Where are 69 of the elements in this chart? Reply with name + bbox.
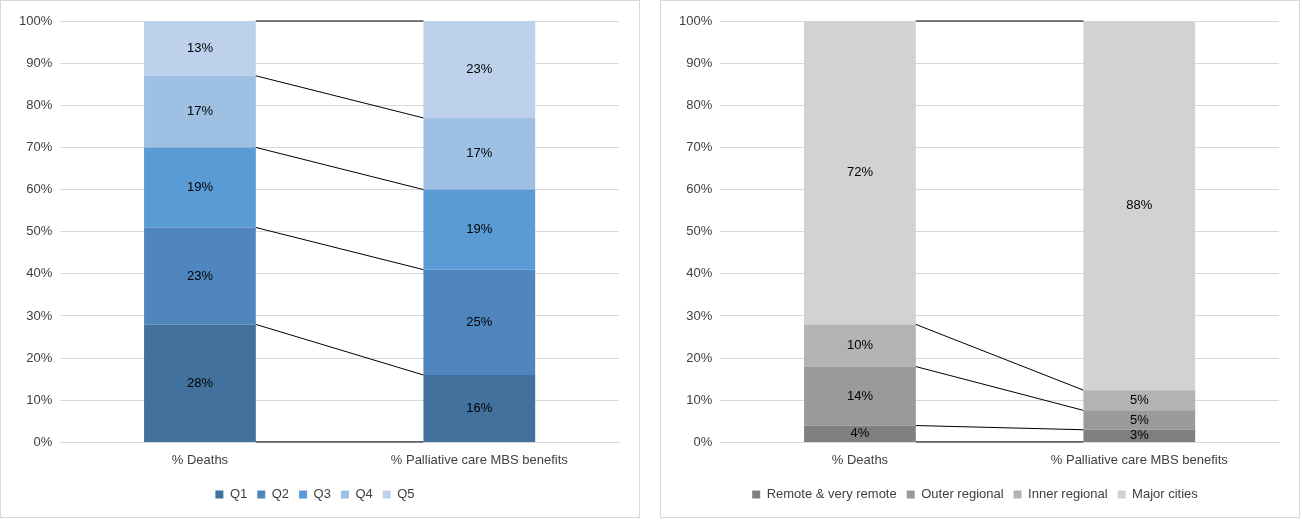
y-tick-label: 100% bbox=[679, 12, 713, 28]
bar bbox=[1083, 429, 1196, 442]
bar bbox=[423, 21, 536, 118]
bar bbox=[423, 269, 536, 375]
data-label: 23% bbox=[186, 267, 214, 283]
y-tick-label: 60% bbox=[686, 181, 713, 197]
x-tick-label: % Deaths bbox=[171, 451, 229, 467]
bar bbox=[423, 189, 536, 270]
data-label: 13% bbox=[186, 39, 214, 55]
data-label: 88% bbox=[1126, 197, 1153, 213]
bar bbox=[423, 374, 536, 442]
bar bbox=[144, 75, 256, 148]
legend-label: Outer regional bbox=[921, 486, 1004, 502]
data-label: 5% bbox=[1129, 411, 1150, 427]
y-tick-label: 40% bbox=[26, 265, 53, 281]
bar bbox=[144, 147, 256, 228]
x-tick-label: % Deaths bbox=[831, 451, 889, 467]
y-tick-label: 30% bbox=[26, 307, 53, 323]
bar bbox=[423, 117, 536, 190]
y-tick-label: 80% bbox=[686, 96, 713, 112]
bar bbox=[1083, 410, 1196, 430]
data-label: 3% bbox=[1129, 427, 1150, 443]
legend-label: Remote & very remote bbox=[766, 486, 897, 502]
y-tick-label: 20% bbox=[686, 349, 713, 365]
y-tick-label: 60% bbox=[26, 181, 53, 197]
y-tick-label: 80% bbox=[26, 96, 53, 112]
y-tick-label: 90% bbox=[686, 54, 713, 70]
bar bbox=[804, 425, 916, 442]
bar bbox=[144, 324, 256, 442]
x-tick-label: % Palliative care MBS benefits bbox=[1050, 451, 1229, 467]
y-tick-label: 100% bbox=[19, 12, 53, 28]
x-tick-label: % Palliative care MBS benefits bbox=[390, 451, 569, 467]
bar bbox=[144, 227, 256, 325]
legend-label: Q1 bbox=[229, 486, 248, 502]
legend-label: Q2 bbox=[271, 486, 290, 502]
data-label: 28% bbox=[186, 374, 214, 390]
bar bbox=[804, 366, 916, 426]
data-label: 23% bbox=[466, 61, 493, 77]
data-label: 25% bbox=[466, 313, 493, 329]
y-tick-label: 0% bbox=[33, 433, 53, 449]
data-label: 17% bbox=[186, 103, 214, 119]
y-tick-label: 0% bbox=[693, 433, 713, 449]
y-tick-label: 20% bbox=[26, 349, 53, 365]
y-tick-label: 10% bbox=[26, 391, 53, 407]
bar bbox=[804, 324, 916, 367]
data-label: 5% bbox=[1129, 391, 1150, 407]
data-label: 19% bbox=[466, 221, 493, 237]
bar bbox=[144, 21, 256, 76]
bar bbox=[1083, 390, 1196, 411]
legend-label: Q4 bbox=[355, 486, 373, 502]
data-label: 17% bbox=[466, 145, 493, 161]
y-tick-label: 10% bbox=[686, 391, 713, 407]
data-label: 19% bbox=[186, 179, 214, 195]
y-tick-label: 40% bbox=[686, 265, 713, 281]
data-label: 10% bbox=[846, 337, 874, 353]
legend-label: Q5 bbox=[397, 486, 415, 502]
y-tick-label: 30% bbox=[686, 307, 713, 323]
y-tick-label: 50% bbox=[686, 223, 713, 239]
y-tick-label: 70% bbox=[686, 139, 713, 154]
data-label: 4% bbox=[850, 425, 870, 441]
data-label: 14% bbox=[846, 387, 874, 403]
y-tick-label: 90% bbox=[26, 54, 53, 70]
data-label: 16% bbox=[466, 400, 493, 416]
y-tick-label: 70% bbox=[26, 139, 53, 154]
legend-label: Q3 bbox=[313, 486, 331, 502]
legend-label: Major cities bbox=[1132, 486, 1199, 502]
data-label: 72% bbox=[846, 164, 874, 180]
y-tick-label: 50% bbox=[26, 223, 53, 239]
legend-label: Inner regional bbox=[1028, 486, 1108, 502]
